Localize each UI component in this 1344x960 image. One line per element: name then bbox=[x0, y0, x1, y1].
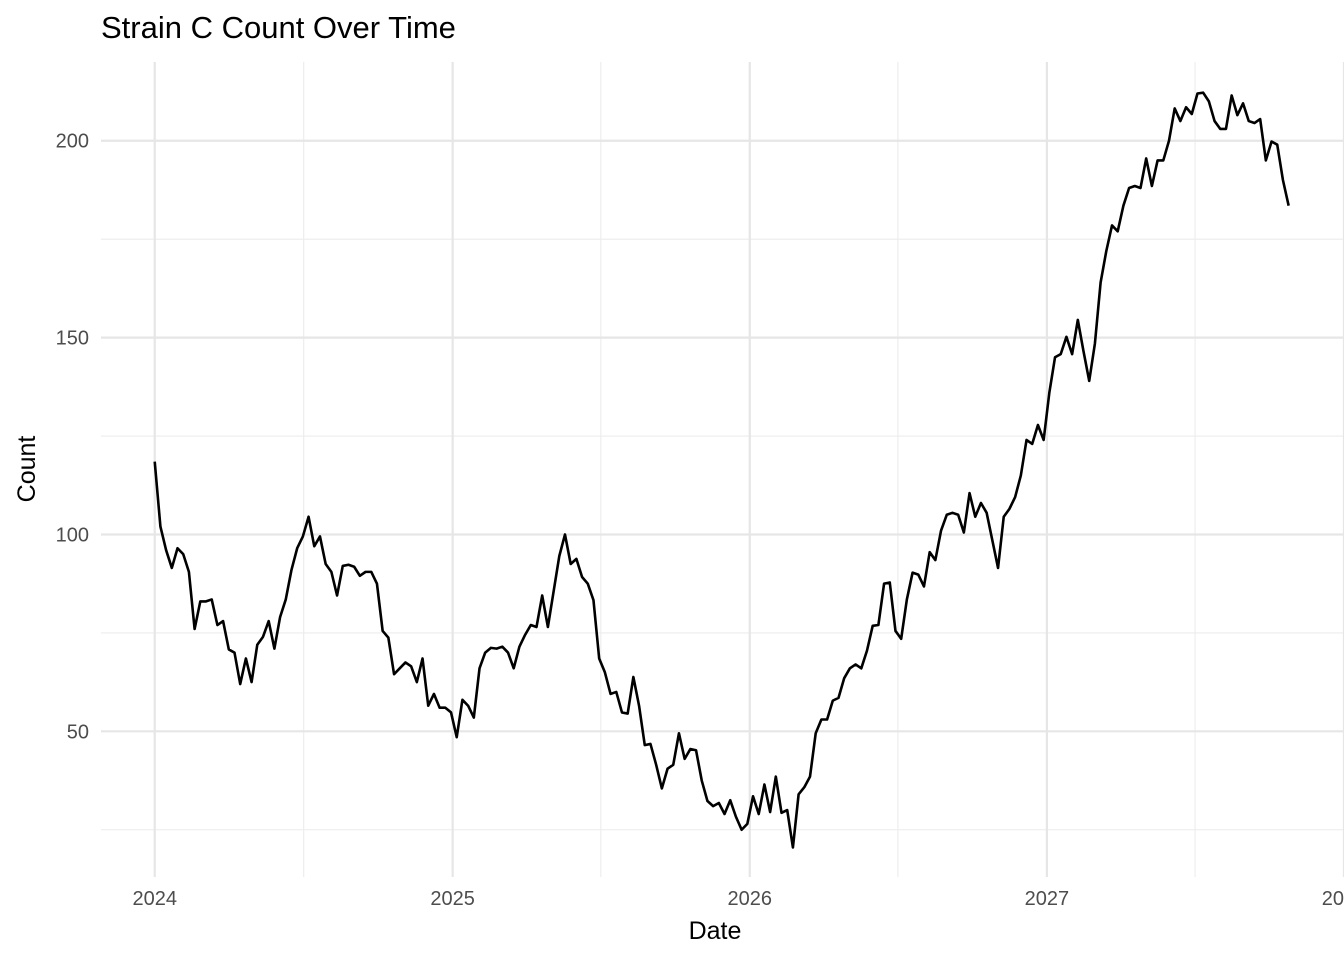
y-axis-title: Count bbox=[13, 436, 41, 503]
y-tick-label: 200 bbox=[56, 131, 89, 153]
x-tick-label: 2026 bbox=[728, 888, 773, 910]
series-line bbox=[153, 91, 1290, 849]
x-axis-ticks: 2024 2025 2026 2027 2028 bbox=[132, 888, 1344, 910]
x-axis-title: Date bbox=[689, 917, 742, 945]
y-axis-ticks: 50 100 150 200 bbox=[56, 131, 89, 744]
x-tick-label: 2028 bbox=[1322, 888, 1344, 910]
x-tick-label: 2024 bbox=[132, 888, 177, 910]
y-tick-label: 50 bbox=[67, 721, 89, 743]
x-tick-label: 2025 bbox=[430, 888, 475, 910]
chart-title: Strain C Count Over Time bbox=[101, 10, 456, 45]
grid bbox=[101, 62, 1344, 877]
series-layer bbox=[153, 91, 1290, 849]
x-tick-label: 2027 bbox=[1025, 888, 1070, 910]
y-tick-label: 150 bbox=[56, 328, 89, 350]
y-tick-label: 100 bbox=[56, 524, 89, 546]
